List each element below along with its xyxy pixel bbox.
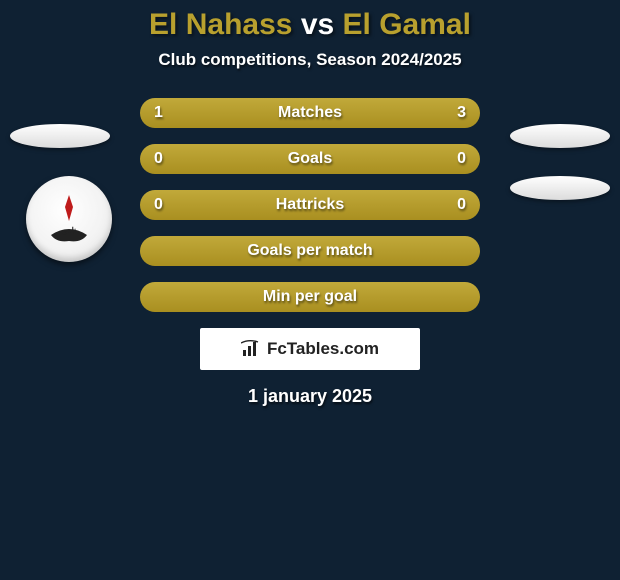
- player-a-name: El Nahass: [149, 8, 292, 41]
- date-label: 1 january 2025: [0, 386, 620, 407]
- stat-label: Goals: [194, 150, 426, 168]
- player-b-name: El Gamal: [343, 8, 471, 41]
- stat-left-value: 0: [154, 150, 194, 168]
- club-slot-mid-right: [510, 176, 610, 200]
- brand-box: FcTables.com: [200, 328, 420, 370]
- subtitle: Club competitions, Season 2024/2025: [0, 50, 620, 70]
- stat-row: 0 Hattricks 0: [140, 190, 480, 220]
- stat-row: 1 Matches 3: [140, 98, 480, 128]
- page-title: El Nahass vs El Gamal: [0, 8, 620, 42]
- bar-chart-icon: [241, 340, 263, 358]
- club-badge-icon: نادي: [39, 189, 99, 249]
- stat-label: Min per goal: [194, 288, 426, 306]
- stat-label: Goals per match: [194, 242, 426, 260]
- title-vs: vs: [301, 8, 334, 41]
- stat-rows: 1 Matches 3 0 Goals 0 0 Hattricks 0 Goal…: [140, 98, 480, 312]
- stat-left-value: 0: [154, 196, 194, 214]
- club-slot-top-left: [10, 124, 110, 148]
- comparison-card: El Nahass vs El Gamal Club competitions,…: [0, 0, 620, 450]
- club-logo-left: نادي: [26, 176, 112, 262]
- brand-label: FcTables.com: [241, 339, 379, 359]
- stat-row: 0 Goals 0: [140, 144, 480, 174]
- stat-label: Hattricks: [194, 196, 426, 214]
- svg-text:نادي: نادي: [62, 226, 77, 236]
- stat-right-value: 0: [426, 196, 466, 214]
- club-slot-top-right: [510, 124, 610, 148]
- stat-left-value: 1: [154, 104, 194, 122]
- stat-right-value: 0: [426, 150, 466, 168]
- stat-row: Goals per match: [140, 236, 480, 266]
- brand-text: FcTables.com: [267, 339, 379, 359]
- stat-label: Matches: [194, 104, 426, 122]
- stat-right-value: 3: [426, 104, 466, 122]
- stat-row: Min per goal: [140, 282, 480, 312]
